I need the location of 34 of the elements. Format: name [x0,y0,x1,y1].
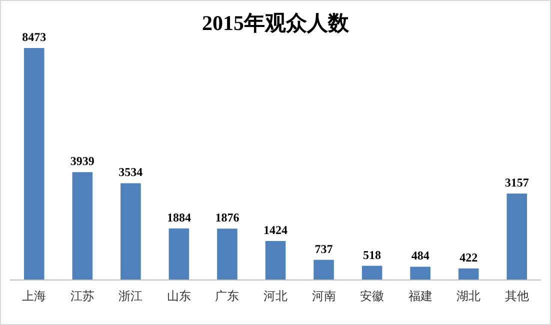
x-tick-label: 浙江 [118,289,143,303]
bar [506,194,527,280]
data-label: 1884 [166,210,191,224]
bar [362,266,382,280]
x-tick-label: 山东 [166,289,191,303]
data-label: 8473 [22,30,46,44]
data-label: 3534 [118,165,143,180]
bar [217,228,238,280]
x-tick-label: 安徽 [360,289,384,303]
bar [120,183,141,280]
x-tick-label: 湖北 [456,289,481,303]
data-label: 422 [460,250,478,264]
bar [168,228,190,280]
data-label: 1424 [264,223,288,238]
data-label: 737 [314,242,333,256]
x-tick-label: 上海 [22,289,46,303]
bar [458,268,479,280]
chart-title: 2015年观众人数 [202,11,350,35]
bar [265,241,286,280]
data-label: 3157 [504,176,529,190]
x-tick-label: 河北 [264,289,288,303]
x-tick-label: 江苏 [70,289,94,303]
data-label: 3939 [70,154,94,168]
x-tick-label: 其他 [504,289,529,303]
bar [410,266,430,280]
bar [72,172,93,280]
data-label: 484 [411,248,430,263]
bar [24,48,44,280]
x-tick-label: 河南 [312,289,336,303]
x-tick-label: 福建 [408,289,432,303]
x-tick-label: 广东 [215,289,240,303]
data-label: 1876 [215,210,240,225]
data-label: 518 [363,248,382,262]
bar [314,260,334,280]
